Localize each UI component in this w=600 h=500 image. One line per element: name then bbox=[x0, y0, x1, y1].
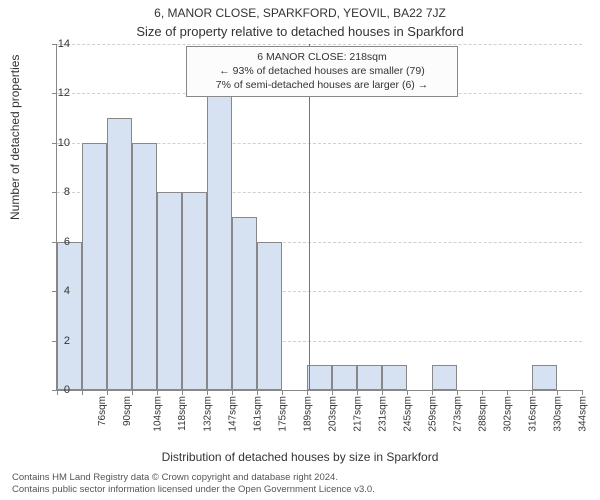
xtick-mark bbox=[157, 390, 158, 395]
xtick-mark bbox=[132, 390, 133, 395]
xtick-mark bbox=[232, 390, 233, 395]
xtick-mark bbox=[532, 390, 533, 395]
y-axis-label: Number of detached properties bbox=[8, 55, 22, 220]
chart-container: 6, MANOR CLOSE, SPARKFORD, YEOVIL, BA22 … bbox=[0, 0, 600, 500]
xtick-label: 273sqm bbox=[452, 396, 463, 432]
histogram-bar bbox=[157, 192, 182, 390]
ytick-label: 6 bbox=[50, 236, 70, 248]
histogram-bar bbox=[432, 365, 457, 390]
xtick-mark bbox=[432, 390, 433, 395]
histogram-bar bbox=[207, 93, 232, 390]
annotation-line-1: 6 MANOR CLOSE: 218sqm bbox=[191, 50, 453, 64]
footer-line-1: Contains HM Land Registry data © Crown c… bbox=[12, 472, 375, 484]
ytick-label: 2 bbox=[50, 335, 70, 347]
ytick-label: 0 bbox=[50, 384, 70, 396]
histogram-bar bbox=[382, 365, 407, 390]
xtick-mark bbox=[557, 390, 558, 395]
ytick-label: 10 bbox=[50, 137, 70, 149]
xtick-mark bbox=[407, 390, 408, 395]
xtick-mark bbox=[507, 390, 508, 395]
xtick-label: 189sqm bbox=[302, 396, 313, 432]
xtick-label: 259sqm bbox=[427, 396, 438, 432]
xtick-label: 147sqm bbox=[227, 396, 238, 432]
xtick-label: 245sqm bbox=[402, 396, 413, 432]
histogram-bar bbox=[307, 365, 332, 390]
xtick-label: 344sqm bbox=[577, 396, 588, 432]
xtick-mark bbox=[82, 390, 83, 395]
xtick-mark bbox=[357, 390, 358, 395]
histogram-bar bbox=[257, 242, 282, 390]
x-axis-label: Distribution of detached houses by size … bbox=[0, 450, 600, 464]
histogram-bar bbox=[332, 365, 357, 390]
xtick-mark bbox=[282, 390, 283, 395]
gridline bbox=[57, 44, 582, 45]
xtick-mark bbox=[307, 390, 308, 395]
annotation-line-3: 7% of semi-detached houses are larger (6… bbox=[191, 78, 453, 92]
xtick-mark bbox=[182, 390, 183, 395]
xtick-label: 118sqm bbox=[176, 396, 187, 431]
xtick-label: 330sqm bbox=[552, 396, 563, 432]
histogram-bar bbox=[532, 365, 557, 390]
histogram-bar bbox=[132, 143, 157, 390]
annotation-box: 6 MANOR CLOSE: 218sqm ← 93% of detached … bbox=[186, 46, 458, 97]
ytick-label: 4 bbox=[50, 285, 70, 297]
xtick-label: 161sqm bbox=[252, 396, 263, 432]
chart-title-sub: Size of property relative to detached ho… bbox=[0, 24, 600, 39]
xtick-label: 217sqm bbox=[352, 396, 363, 432]
xtick-mark bbox=[257, 390, 258, 395]
ytick-label: 14 bbox=[50, 38, 70, 50]
xtick-label: 288sqm bbox=[477, 396, 488, 432]
xtick-label: 231sqm bbox=[377, 396, 388, 432]
xtick-label: 76sqm bbox=[97, 396, 108, 426]
xtick-mark bbox=[207, 390, 208, 395]
xtick-label: 175sqm bbox=[277, 396, 288, 432]
ytick-label: 8 bbox=[50, 186, 70, 198]
xtick-mark bbox=[457, 390, 458, 395]
histogram-bar bbox=[232, 217, 257, 390]
xtick-label: 90sqm bbox=[122, 396, 133, 426]
xtick-label: 104sqm bbox=[152, 396, 163, 432]
annotation-line-2: ← 93% of detached houses are smaller (79… bbox=[191, 64, 453, 78]
histogram-bar bbox=[357, 365, 382, 390]
footer-line-2: Contains public sector information licen… bbox=[12, 484, 375, 496]
xtick-label: 302sqm bbox=[502, 396, 513, 432]
xtick-mark bbox=[332, 390, 333, 395]
xtick-mark bbox=[582, 390, 583, 395]
histogram-bar bbox=[82, 143, 107, 390]
histogram-bar bbox=[182, 192, 207, 390]
xtick-label: 132sqm bbox=[202, 396, 213, 432]
xtick-mark bbox=[382, 390, 383, 395]
chart-title-main: 6, MANOR CLOSE, SPARKFORD, YEOVIL, BA22 … bbox=[0, 6, 600, 20]
ytick-label: 12 bbox=[50, 87, 70, 99]
footer-attribution: Contains HM Land Registry data © Crown c… bbox=[12, 472, 375, 496]
xtick-label: 316sqm bbox=[527, 396, 538, 432]
xtick-label: 203sqm bbox=[327, 396, 338, 432]
histogram-bar bbox=[107, 118, 132, 390]
histogram-bar bbox=[57, 242, 82, 390]
xtick-mark bbox=[107, 390, 108, 395]
xtick-mark bbox=[482, 390, 483, 395]
